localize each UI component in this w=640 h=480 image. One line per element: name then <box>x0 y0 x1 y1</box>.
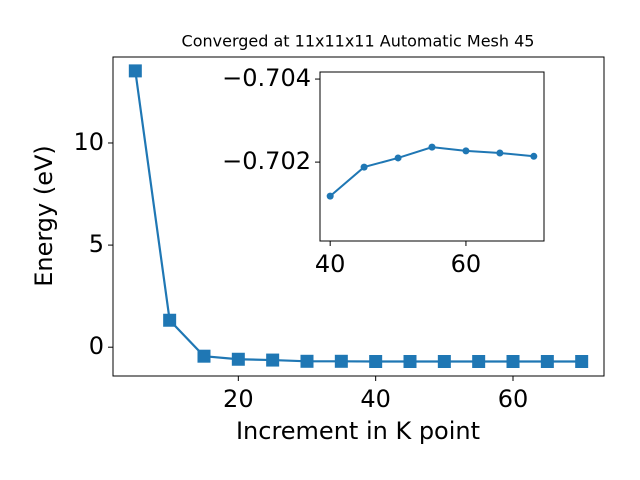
plot-frame <box>319 71 545 242</box>
data-point <box>369 355 383 368</box>
data-point <box>540 355 554 368</box>
data-point <box>506 355 520 368</box>
data-point <box>530 152 538 160</box>
data-point <box>428 143 436 151</box>
x-tick-label: 60 <box>498 385 529 413</box>
data-point <box>403 355 417 368</box>
y-tick-label: 5 <box>89 230 104 258</box>
y-tick-label: −0.702 <box>222 147 311 175</box>
data-point <box>300 354 314 368</box>
x-axis-label: Increment in K point <box>236 417 480 445</box>
x-tick-label: 40 <box>315 250 346 278</box>
data-point <box>197 349 211 363</box>
data-point <box>496 149 504 157</box>
data-point <box>266 353 280 367</box>
data-point <box>394 154 402 162</box>
data-point <box>326 192 334 200</box>
data-point <box>360 163 368 171</box>
y-tick-label: 0 <box>89 332 104 360</box>
x-tick-label: 60 <box>451 250 482 278</box>
data-point <box>128 64 142 78</box>
data-point <box>462 147 470 155</box>
y-axis-label: Energy (eV) <box>30 145 58 287</box>
x-tick-label: 20 <box>223 385 254 413</box>
y-tick-label: 10 <box>73 128 104 156</box>
data-point <box>437 355 451 368</box>
data-point <box>472 355 486 368</box>
data-point <box>334 354 348 368</box>
chart-title: Converged at 11x11x11 Automatic Mesh 45 <box>182 32 535 51</box>
data-point <box>231 352 245 366</box>
data-point <box>163 313 177 327</box>
x-tick-label: 40 <box>360 385 391 413</box>
y-tick-label: −0.704 <box>222 64 311 92</box>
data-point <box>575 355 589 368</box>
